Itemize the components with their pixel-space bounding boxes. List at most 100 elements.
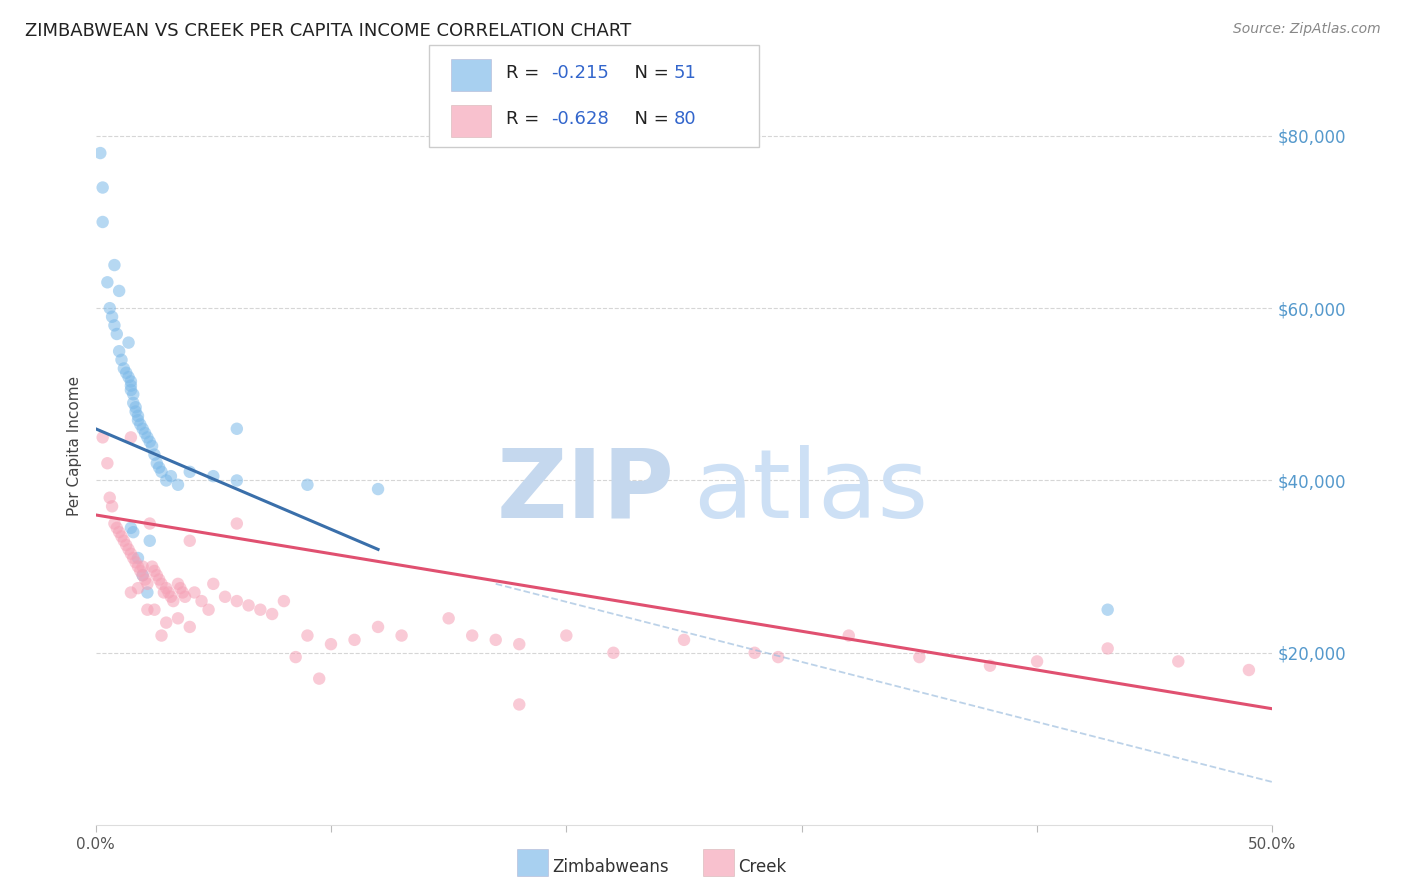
Point — [225, 474, 247, 488]
Point — [120, 521, 142, 535]
Point — [190, 594, 212, 608]
Point — [225, 594, 247, 608]
Point — [129, 417, 152, 432]
Point — [179, 465, 201, 479]
Point — [284, 650, 307, 665]
Point — [179, 533, 201, 548]
Point — [202, 469, 225, 483]
Text: R =: R = — [506, 64, 546, 82]
Point — [214, 590, 236, 604]
Point — [120, 547, 142, 561]
Point — [134, 573, 156, 587]
Point — [112, 533, 135, 548]
Point — [508, 698, 530, 712]
Point — [225, 422, 247, 436]
Point — [485, 632, 508, 647]
Point — [308, 672, 330, 686]
Point — [197, 603, 219, 617]
Point — [297, 629, 319, 643]
Text: Source: ZipAtlas.com: Source: ZipAtlas.com — [1233, 22, 1381, 37]
Point — [127, 559, 149, 574]
Point — [120, 383, 142, 397]
Point — [120, 375, 142, 389]
Point — [148, 573, 170, 587]
Point — [1237, 663, 1260, 677]
Text: ZIP: ZIP — [496, 445, 675, 538]
Point — [262, 607, 284, 621]
Point — [148, 460, 170, 475]
Point — [136, 603, 159, 617]
Point — [167, 611, 190, 625]
Text: Zimbabweans: Zimbabweans — [553, 858, 669, 876]
Point — [1026, 654, 1049, 668]
Point — [108, 284, 131, 298]
Point — [249, 603, 271, 617]
Point — [766, 650, 789, 665]
Point — [167, 577, 190, 591]
Point — [157, 585, 180, 599]
Point — [115, 538, 138, 552]
Point — [555, 629, 578, 643]
Text: Creek: Creek — [738, 858, 786, 876]
Point — [273, 594, 295, 608]
Point — [183, 585, 205, 599]
Point — [122, 525, 145, 540]
Point — [105, 326, 128, 341]
Point — [169, 581, 191, 595]
Text: atlas: atlas — [693, 445, 928, 538]
Point — [319, 637, 342, 651]
Point — [225, 516, 247, 531]
Point — [150, 577, 173, 591]
Point — [136, 585, 159, 599]
Point — [101, 500, 124, 514]
Point — [129, 564, 152, 578]
Point — [1167, 654, 1189, 668]
Text: -0.628: -0.628 — [551, 111, 609, 128]
Point — [96, 275, 118, 289]
Point — [134, 426, 156, 441]
Point — [979, 658, 1001, 673]
Point — [167, 477, 190, 491]
Point — [103, 516, 125, 531]
Point — [908, 650, 931, 665]
Point — [174, 590, 197, 604]
Point — [139, 533, 162, 548]
Point — [120, 585, 142, 599]
Point — [115, 366, 138, 380]
Text: N =: N = — [623, 111, 675, 128]
Point — [127, 551, 149, 566]
Point — [89, 146, 111, 161]
Point — [112, 361, 135, 376]
Point — [136, 577, 159, 591]
Point — [131, 568, 153, 582]
Point — [127, 413, 149, 427]
Point — [117, 542, 139, 557]
Point — [120, 378, 142, 392]
Point — [155, 474, 177, 488]
Point — [172, 585, 194, 599]
Point — [367, 620, 389, 634]
Point — [1097, 603, 1119, 617]
Point — [139, 516, 162, 531]
Point — [143, 603, 166, 617]
Point — [91, 215, 114, 229]
Point — [153, 585, 176, 599]
Point — [155, 581, 177, 595]
Point — [91, 180, 114, 194]
Point — [461, 629, 484, 643]
Point — [108, 525, 131, 540]
Point — [110, 352, 132, 367]
Point — [162, 594, 184, 608]
Point — [238, 599, 260, 613]
Point — [124, 401, 146, 415]
Point — [141, 439, 163, 453]
Point — [108, 344, 131, 359]
Point — [202, 577, 225, 591]
Point — [146, 568, 169, 582]
Text: 51: 51 — [673, 64, 696, 82]
Point — [91, 430, 114, 444]
Point — [98, 491, 121, 505]
Point — [160, 590, 183, 604]
Point — [124, 555, 146, 569]
Point — [150, 629, 173, 643]
